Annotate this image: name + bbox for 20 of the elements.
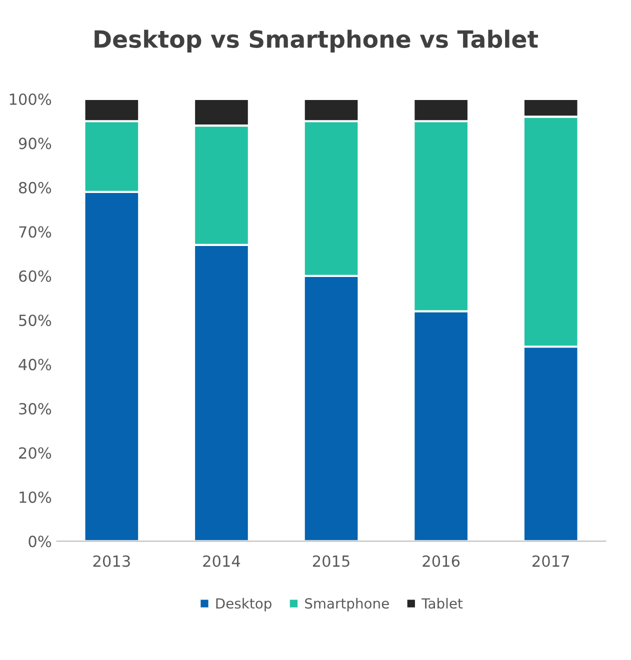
x-tick-label: 2014 (203, 555, 240, 567)
x-tick-label: 2013 (93, 555, 130, 567)
x-tick-label: 2016 (422, 555, 460, 567)
legend-label: Smartphone (305, 598, 389, 612)
y-tick-label: 70% (19, 226, 52, 238)
y-tick-label: 40% (18, 358, 52, 370)
chart-title: Desktop vs Smartphone vs Tablet (94, 30, 538, 53)
legend-label: Desktop (216, 598, 272, 612)
y-tick-label: 10% (20, 491, 52, 503)
y-tick-label: 0% (28, 536, 52, 548)
y-tick-label: 30% (19, 403, 52, 415)
legend-label: Tablet (422, 598, 463, 609)
y-tick-label: 50% (19, 314, 52, 326)
y-tick-label: 60% (19, 270, 52, 282)
y-tick-label: 20% (19, 447, 52, 459)
x-tick-label: 2017 (532, 555, 569, 567)
y-tick-label: 90% (18, 138, 52, 150)
y-tick-label: 100% (10, 93, 52, 106)
y-tick-label: 80% (19, 182, 52, 194)
x-tick-label: 2015 (312, 555, 350, 567)
